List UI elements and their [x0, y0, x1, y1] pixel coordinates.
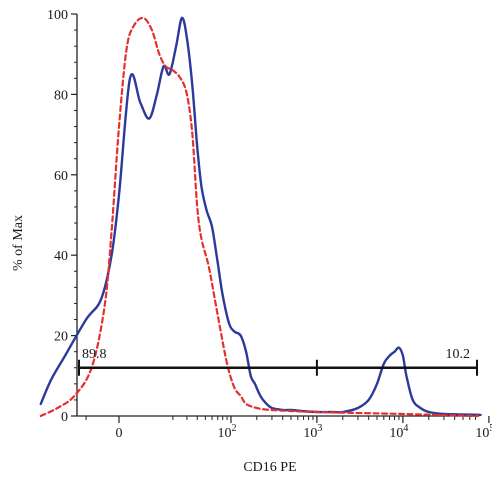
y-tick-label: 60	[54, 169, 68, 184]
gate-left-percent: 89.8	[82, 347, 107, 362]
y-tick-label: 40	[54, 249, 68, 264]
series-group	[39, 16, 482, 418]
x-tick-label: 105	[475, 423, 492, 441]
x-tick-label: 0	[116, 426, 123, 441]
y-axis: 0 20 40 60 80 100	[47, 8, 77, 425]
histogram-series-stained	[39, 16, 482, 417]
x-axis-label: CD16 PE	[243, 460, 296, 475]
y-tick-label: 80	[54, 88, 68, 103]
gate-right-percent: 10.2	[446, 347, 471, 362]
y-tick-label: 100	[47, 8, 68, 23]
x-tick-label: 104	[389, 423, 408, 441]
x-tick-label: 103	[303, 423, 322, 441]
y-tick-label: 0	[61, 410, 68, 425]
histogram-series-control	[39, 16, 480, 418]
gate-group: 89.8 10.2	[78, 347, 478, 376]
x-axis: 0 102 103 104 105	[85, 416, 492, 441]
x-tick-label: 102	[217, 423, 236, 441]
y-tick-label: 20	[54, 330, 68, 345]
y-axis-label: % of Max	[11, 215, 26, 271]
plot-frame	[76, 14, 478, 417]
